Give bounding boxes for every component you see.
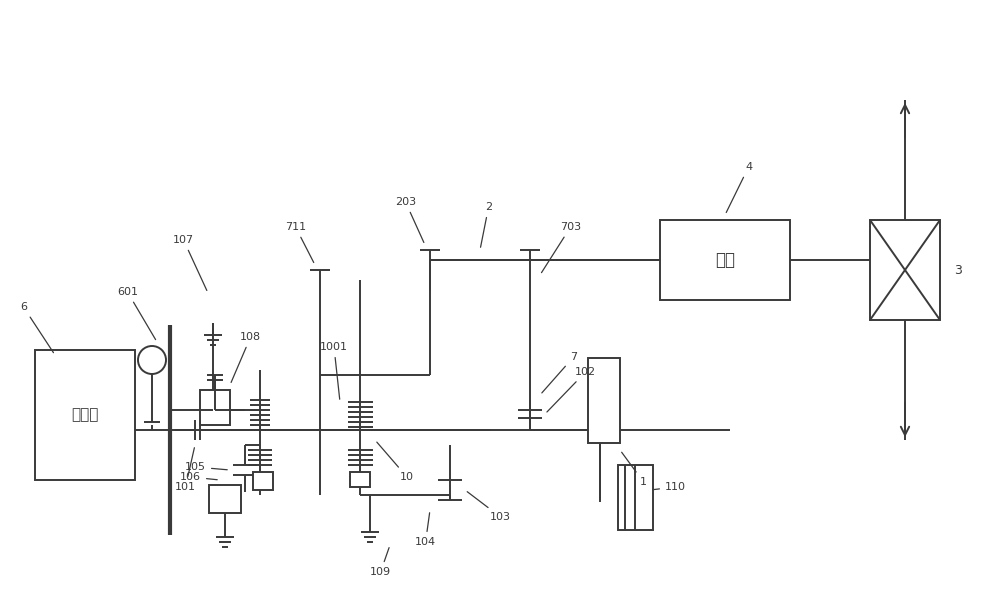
Text: 1: 1 (622, 452, 647, 487)
Text: 10: 10 (377, 442, 414, 482)
Text: 101: 101 (175, 448, 196, 492)
Text: 203: 203 (395, 197, 424, 243)
Text: 3: 3 (954, 263, 962, 277)
Bar (35, 350, 135, 480)
Text: 106: 106 (180, 472, 217, 482)
Bar (660, 220, 790, 300)
Bar (618, 465, 653, 530)
Text: 4: 4 (726, 162, 752, 213)
Text: 703: 703 (541, 222, 581, 272)
Text: 601: 601 (117, 287, 156, 340)
Text: 110: 110 (653, 482, 686, 492)
Text: 107: 107 (173, 235, 207, 290)
Text: 102: 102 (547, 367, 596, 412)
Bar (350, 472, 370, 487)
Bar (200, 390, 230, 425)
Bar (209, 485, 241, 513)
Text: 104: 104 (415, 513, 436, 547)
Text: 103: 103 (467, 492, 511, 522)
Bar (253, 472, 273, 490)
Text: 发动机: 发动机 (71, 408, 99, 423)
Text: 6: 6 (20, 302, 53, 353)
Text: 109: 109 (370, 548, 391, 577)
Text: 105: 105 (185, 462, 227, 472)
Text: 108: 108 (231, 332, 261, 383)
Text: 711: 711 (285, 222, 314, 262)
Text: 1001: 1001 (320, 342, 348, 399)
Text: 2: 2 (481, 202, 492, 247)
Text: 7: 7 (542, 352, 577, 393)
Bar (870, 220, 940, 320)
Text: 电机: 电机 (715, 251, 735, 269)
Bar (588, 358, 620, 443)
